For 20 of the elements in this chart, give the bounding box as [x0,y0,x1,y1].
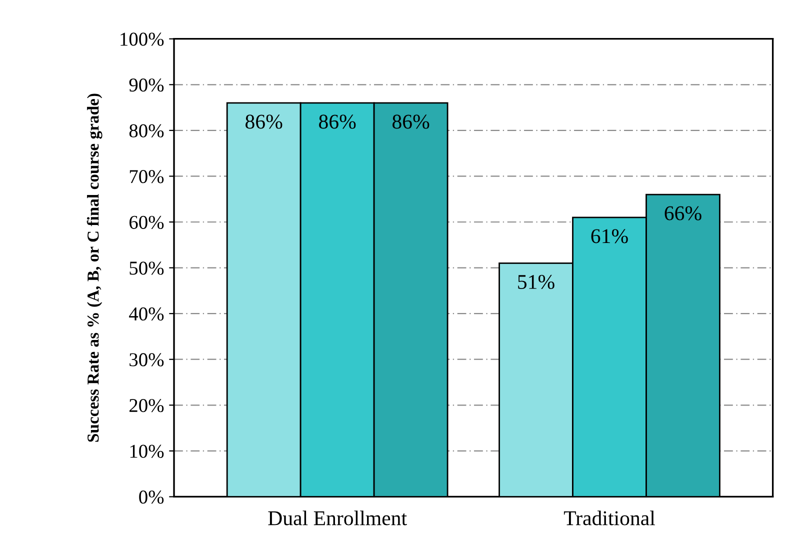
data-label: 86% [246,114,282,129]
y-tick-label: 60% [129,216,164,229]
y-tick-label: 10% [130,444,164,458]
data-label: 86% [392,114,430,129]
y-tick-label: 80% [129,124,164,138]
y-tick-label: 70% [130,170,164,184]
data-label: 61% [591,229,628,244]
y-tick-label: 50% [130,262,164,275]
y-tick-label: 20% [130,398,164,412]
x-tick-label: Dual Enrollment [268,510,407,526]
data-label: 51% [518,274,554,290]
y-tick-label: 90% [129,78,164,92]
data-label: 86% [319,114,356,129]
y-tick-label: 40% [129,307,164,321]
y-tick-label: 100% [120,32,164,46]
y-tick-label: 0% [139,490,164,504]
data-label: 66% [664,206,702,220]
x-tick-label: Traditional [564,510,655,526]
y-axis-title: Success Rate as % (A, B, or C final course grade) [86,94,102,442]
y-tick-label: 30% [130,353,164,366]
